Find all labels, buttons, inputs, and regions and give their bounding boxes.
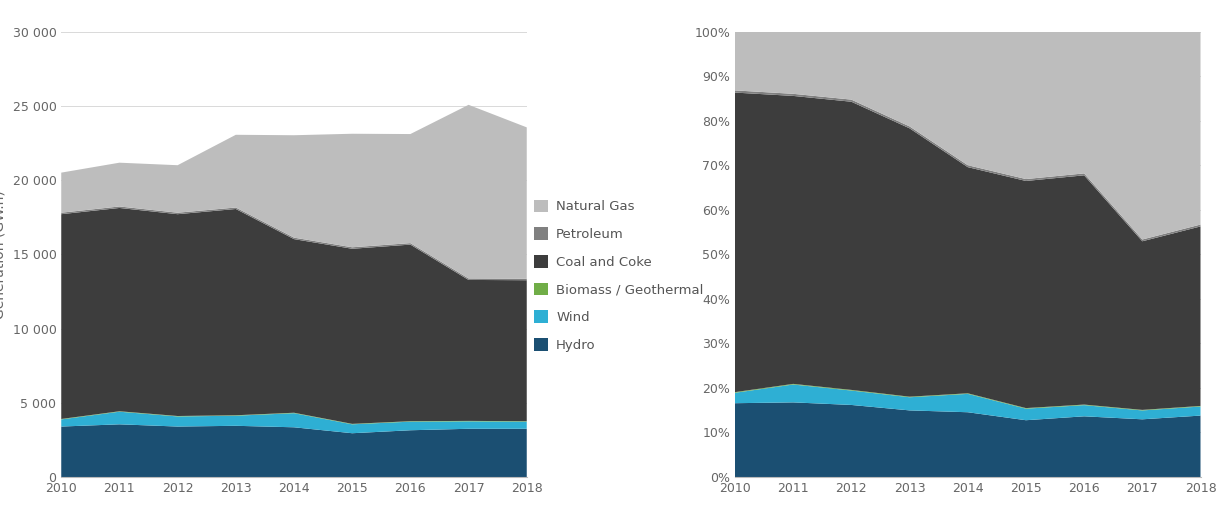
Y-axis label: Generation (GW.h): Generation (GW.h) [0,190,7,319]
Legend: Natural Gas, Petroleum, Coal and Coke, Biomass / Geothermal, Wind, Hydro: Natural Gas, Petroleum, Coal and Coke, B… [534,199,703,352]
